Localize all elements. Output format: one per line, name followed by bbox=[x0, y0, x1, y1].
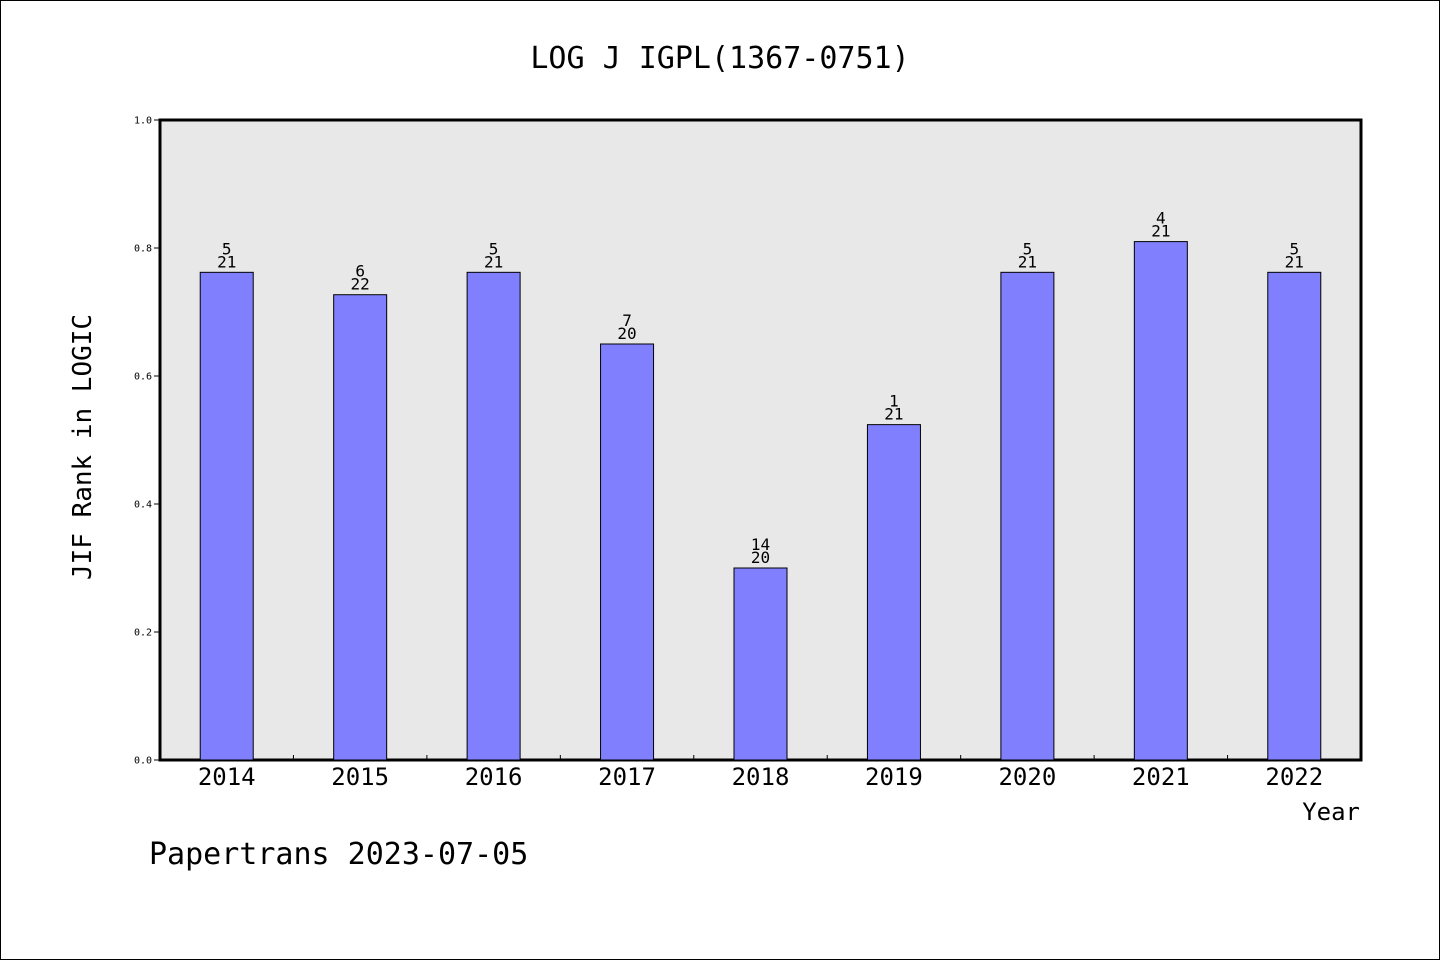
x-tick-label: 2016 bbox=[465, 763, 523, 791]
x-tick-label: 2014 bbox=[198, 763, 256, 791]
y-tick-label: 1.0 bbox=[134, 116, 152, 127]
y-tick-label: 0.8 bbox=[134, 244, 152, 255]
bar-2018 bbox=[733, 567, 788, 761]
bar-rank-label: 5 bbox=[1023, 239, 1033, 258]
bar-rank-label: 5 bbox=[489, 239, 499, 258]
bar-rank-label: 5 bbox=[1289, 239, 1299, 258]
x-tick-label: 2015 bbox=[331, 763, 389, 791]
bar-total-label: 20 bbox=[617, 324, 636, 343]
x-tick-label: 2021 bbox=[1132, 763, 1190, 791]
y-axis-label: JIF Rank in LOGIC bbox=[68, 314, 98, 580]
x-tick-label: 2020 bbox=[998, 763, 1056, 791]
bar-total-label: 21 bbox=[1285, 252, 1304, 271]
x-tick-label: 2022 bbox=[1265, 763, 1323, 791]
bar-2017 bbox=[600, 343, 655, 761]
bar-2014 bbox=[199, 271, 254, 761]
x-axis-ticks: 2014 2015 2016 2017 2018 2019 2020 2021 2022 bbox=[198, 755, 1323, 791]
bar-2016 bbox=[466, 271, 521, 761]
bar-total-label: 21 bbox=[1151, 222, 1170, 241]
x-tick-label: 2018 bbox=[732, 763, 790, 791]
bar-total-label: 21 bbox=[884, 405, 903, 424]
x-tick-label: 2019 bbox=[865, 763, 923, 791]
y-tick-label: 0.4 bbox=[134, 500, 152, 511]
bar-rank-label: 14 bbox=[751, 535, 770, 554]
bar-2019 bbox=[866, 424, 921, 761]
bar-2022 bbox=[1267, 271, 1322, 761]
y-axis-ticks: 0.0 0.2 0.4 0.6 0.8 1.0 bbox=[134, 116, 160, 767]
footer-text: Papertrans 2023-07-05 bbox=[149, 837, 528, 872]
y-tick-label: 0.0 bbox=[134, 756, 152, 767]
bar-total-label: 21 bbox=[1018, 252, 1037, 271]
bar-total-label: 22 bbox=[351, 275, 370, 294]
bar-rank-label: 4 bbox=[1156, 209, 1166, 228]
chart-title: LOG J IGPL(1367-0751) bbox=[530, 41, 909, 76]
bar-total-label: 20 bbox=[751, 548, 770, 567]
bar-rank-label: 7 bbox=[622, 311, 632, 330]
bar-total-label: 21 bbox=[484, 252, 503, 271]
bars bbox=[199, 241, 1322, 761]
bar-total-label: 21 bbox=[217, 252, 236, 271]
bar-2015 bbox=[333, 294, 388, 761]
y-tick-label: 0.6 bbox=[134, 372, 152, 383]
bar-rank-label: 5 bbox=[222, 239, 232, 258]
bar-2020 bbox=[1000, 271, 1055, 761]
bar-2021 bbox=[1133, 241, 1188, 761]
bar-rank-label: 6 bbox=[355, 262, 365, 281]
bar-rank-label: 1 bbox=[889, 392, 899, 411]
x-tick-label: 2017 bbox=[598, 763, 656, 791]
y-tick-label: 0.2 bbox=[134, 628, 152, 639]
x-axis-label: Year bbox=[1302, 798, 1360, 826]
